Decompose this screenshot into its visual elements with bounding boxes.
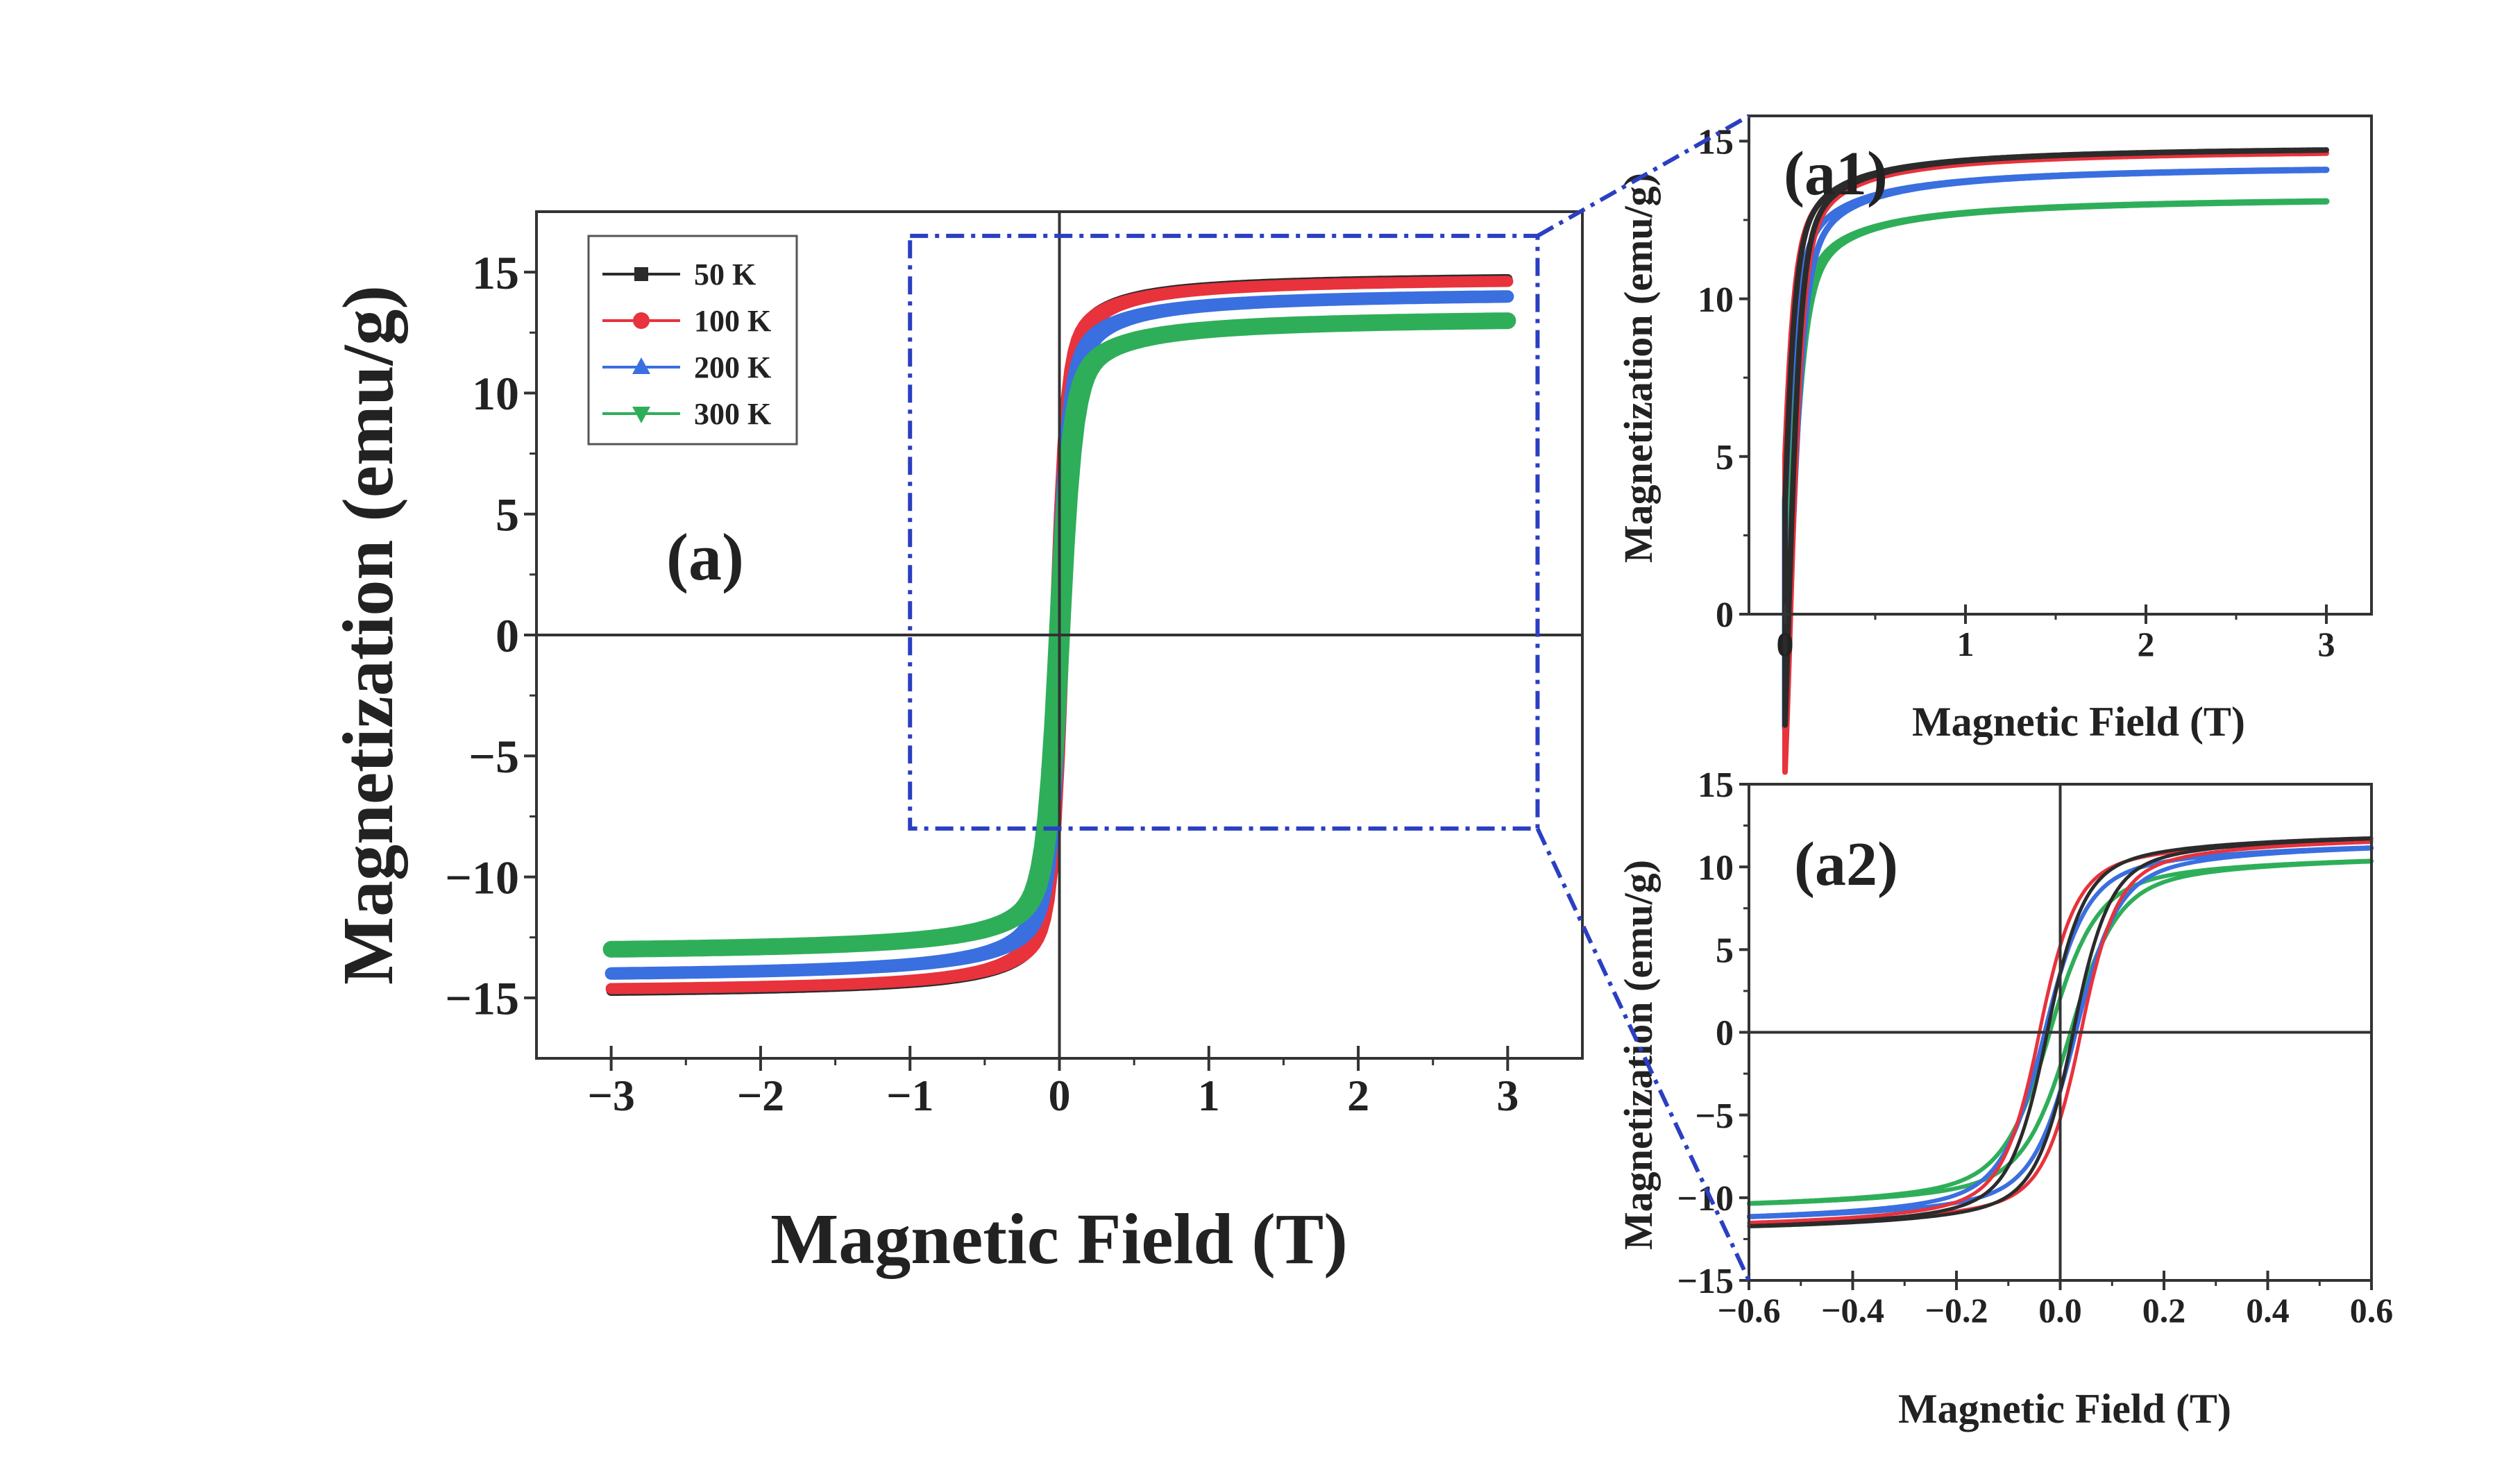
a2-y-tick-label: −5 [1695,1096,1734,1136]
a2-y-tick-label: 15 [1698,765,1734,805]
main-y-axis-label: Magnetization (emu/g) [328,285,408,985]
main-y-tick-label: 10 [472,367,519,420]
legend-marker-300k [632,407,650,423]
zoom-connector-top [1536,114,1750,238]
a2-y-tick-label: −10 [1677,1179,1734,1219]
main-series-300k [602,312,1516,958]
main-x-tick-label: −2 [737,1071,784,1120]
zoom-connector-bottom [1535,827,1751,1282]
legend-marker-100k [633,312,650,329]
main-x-tick-label: −3 [587,1071,634,1120]
main-y-tick-label: 0 [496,609,519,662]
a2-y-tick-label: 10 [1698,848,1734,888]
a1-x-tick-label: 2 [2138,625,2155,663]
a2-x-tick-label: −0.4 [1821,1291,1884,1330]
legend-marker-200k [632,357,650,374]
a1-y-tick-label: 10 [1698,280,1734,320]
main-x-tick-label: −1 [886,1071,933,1120]
legend-entry-50k: 50 K [602,257,756,291]
main-series-100k [605,276,1514,994]
main-y-tick-label: −5 [468,730,519,783]
main-x-tick-label: 0 [1049,1071,1071,1120]
legend-box [587,235,798,446]
a2-x-tick-label: 0.2 [2142,1291,2186,1330]
main-series-200k [604,290,1514,980]
a1-plot-frame [1748,115,2373,616]
a2-x-axis-label: Magnetic Field (T) [1898,1386,2231,1432]
a1-x-axis-label: Magnetic Field (T) [1912,699,2245,745]
a1-x-tick-label: 1 [1957,625,1974,663]
a2-x-tick-label: 0.4 [2246,1291,2290,1330]
main-curves [602,274,1516,996]
legend-label-50k: 50 K [694,257,756,291]
main-panel-label: (a) [666,520,744,594]
main-zoom-box [908,233,1540,831]
main-x-tick-label: 1 [1198,1071,1220,1120]
legend-label-100k: 100 K [694,304,771,338]
a2-y-tick-label: 0 [1716,1014,1734,1053]
panel-a2: −0.6 −0.4 −0.2 0.0 0.2 0.4 0.6 −15 −10 −5 0 5 10 15 (… [1616,765,2393,1432]
a2-x-tick-label: 0.0 [2038,1291,2082,1330]
a1-y-tick-label: 5 [1716,438,1734,477]
a2-y-tick-label: 5 [1716,931,1734,971]
a1-y-tick-label: 0 [1716,595,1734,635]
a1-x-tick-label: 0 [1777,625,1794,663]
a1-panel-label: (a1) [1784,139,1888,208]
a2-x-tick-label: 0.6 [2350,1291,2394,1330]
a1-x-tick-label: 3 [2318,625,2335,663]
a2-y-tick-label: −15 [1677,1262,1734,1301]
legend: 50 K 100 K 200 K 300 K [587,235,798,446]
legend-label-200k: 200 K [694,350,771,384]
legend-entry-100k: 100 K [602,304,771,338]
legend-marker-50k [634,267,648,281]
a2-x-tick-label: −0.6 [1718,1291,1781,1330]
legend-label-300k: 300 K [694,397,771,431]
main-x-tick-label: 2 [1347,1071,1369,1120]
a2-x-tick-label: −0.2 [1925,1291,1988,1330]
a2-axes: −0.6 −0.4 −0.2 0.0 0.2 0.4 0.6 −15 −10 −5 0 5 10 15 [1677,765,2393,1330]
main-x-tick-label: 3 [1496,1071,1519,1120]
a2-panel-label: (a2) [1794,830,1898,899]
main-y-tick-label: −15 [445,972,519,1025]
main-x-axis-label: Magnetic Field (T) [770,1199,1348,1279]
a2-y-axis-label: Magnetization (emu/g) [1616,860,1661,1250]
a1-y-axis-label: Magnetization (emu/g) [1616,173,1661,563]
legend-entry-300k: 300 K [602,397,771,431]
legend-entry-200k: 200 K [602,350,771,384]
main-y-tick-label: 15 [472,246,519,299]
main-y-tick-label: −10 [445,851,519,904]
main-y-tick-label: 5 [496,489,519,541]
